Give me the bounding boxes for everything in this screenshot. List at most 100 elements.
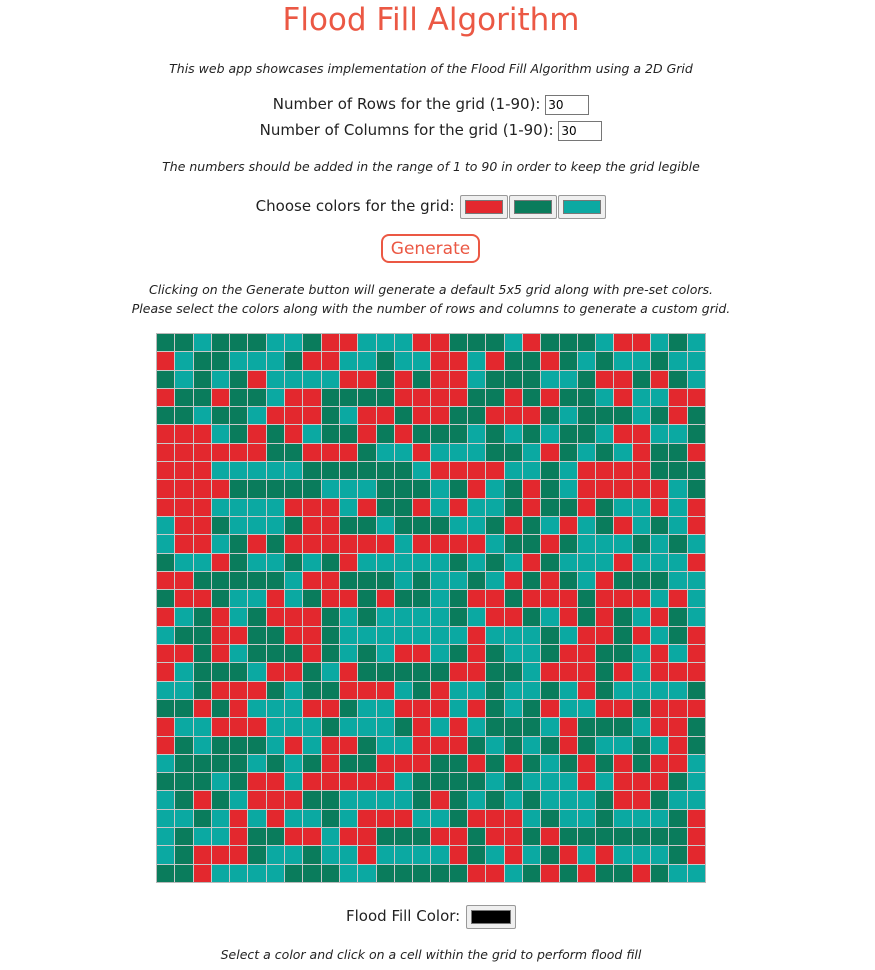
grid-cell[interactable]	[468, 626, 486, 645]
grid-cell[interactable]	[468, 370, 486, 388]
grid-cell[interactable]	[559, 791, 577, 809]
grid-cell[interactable]	[431, 791, 449, 809]
grid-cell[interactable]	[248, 809, 266, 828]
grid-cell[interactable]	[431, 828, 449, 846]
grid-cell[interactable]	[522, 864, 541, 882]
grid-cell[interactable]	[157, 864, 175, 882]
grid-cell[interactable]	[559, 626, 577, 645]
grid-cell[interactable]	[266, 791, 285, 809]
grid-cell[interactable]	[175, 626, 193, 645]
grid-cell[interactable]	[596, 791, 614, 809]
grid-cell[interactable]	[358, 571, 376, 590]
grid-cell[interactable]	[577, 645, 596, 663]
grid-cell[interactable]	[486, 846, 504, 864]
grid-cell[interactable]	[632, 590, 651, 608]
grid-cell[interactable]	[303, 626, 321, 645]
grid-cell[interactable]	[669, 480, 687, 498]
grid-cell[interactable]	[431, 425, 449, 443]
grid-cell[interactable]	[211, 370, 230, 388]
grid-cell[interactable]	[358, 462, 376, 480]
grid-cell[interactable]	[339, 846, 358, 864]
grid-cell[interactable]	[358, 388, 376, 407]
grid-cell[interactable]	[303, 773, 321, 791]
grid-cell[interactable]	[541, 352, 559, 370]
grid-cell[interactable]	[193, 498, 211, 516]
grid-cell[interactable]	[486, 352, 504, 370]
grid-cell[interactable]	[157, 791, 175, 809]
grid-cell[interactable]	[449, 846, 468, 864]
grid-cell[interactable]	[504, 480, 522, 498]
grid-cell[interactable]	[211, 663, 230, 681]
grid-cell[interactable]	[157, 516, 175, 535]
grid-cell[interactable]	[339, 352, 358, 370]
grid-cell[interactable]	[577, 388, 596, 407]
grid-cell[interactable]	[321, 663, 339, 681]
grid-cell[interactable]	[157, 553, 175, 571]
grid-cell[interactable]	[614, 334, 632, 352]
grid-cell[interactable]	[339, 828, 358, 846]
grid-cell[interactable]	[669, 718, 687, 736]
grid-cell[interactable]	[376, 828, 394, 846]
grid-cell[interactable]	[486, 699, 504, 718]
grid-cell[interactable]	[687, 663, 705, 681]
grid-cell[interactable]	[632, 718, 651, 736]
grid-cell[interactable]	[339, 425, 358, 443]
grid-cell[interactable]	[321, 553, 339, 571]
grid-cell[interactable]	[303, 480, 321, 498]
grid-cell[interactable]	[431, 498, 449, 516]
grid-cell[interactable]	[486, 370, 504, 388]
grid-cell[interactable]	[504, 425, 522, 443]
grid-cell[interactable]	[614, 645, 632, 663]
grid-cell[interactable]	[175, 535, 193, 553]
grid-cell[interactable]	[193, 754, 211, 773]
grid-cell[interactable]	[157, 736, 175, 754]
grid-cell[interactable]	[687, 535, 705, 553]
grid-cell[interactable]	[522, 352, 541, 370]
grid-cell[interactable]	[669, 590, 687, 608]
grid-cell[interactable]	[230, 718, 248, 736]
grid-cell[interactable]	[504, 864, 522, 882]
grid-cell[interactable]	[157, 663, 175, 681]
grid-cell[interactable]	[211, 626, 230, 645]
grid-cell[interactable]	[358, 645, 376, 663]
grid-cell[interactable]	[431, 516, 449, 535]
grid-cell[interactable]	[504, 462, 522, 480]
grid-cell[interactable]	[651, 773, 669, 791]
grid-cell[interactable]	[303, 809, 321, 828]
grid-cell[interactable]	[632, 516, 651, 535]
grid-cell[interactable]	[651, 498, 669, 516]
grid-cell[interactable]	[266, 773, 285, 791]
grid-cell[interactable]	[504, 516, 522, 535]
grid-cell[interactable]	[596, 462, 614, 480]
grid-cell[interactable]	[394, 736, 413, 754]
grid-cell[interactable]	[596, 553, 614, 571]
grid-cell[interactable]	[230, 352, 248, 370]
grid-cell[interactable]	[449, 663, 468, 681]
grid-cell[interactable]	[614, 535, 632, 553]
grid-cell[interactable]	[175, 370, 193, 388]
grid-cell[interactable]	[376, 571, 394, 590]
grid-cell[interactable]	[285, 809, 303, 828]
grid-cell[interactable]	[303, 334, 321, 352]
grid-cell[interactable]	[486, 864, 504, 882]
grid-cell[interactable]	[266, 334, 285, 352]
grid-cell[interactable]	[211, 828, 230, 846]
grid-cell[interactable]	[193, 663, 211, 681]
grid-cell[interactable]	[230, 571, 248, 590]
grid-cell[interactable]	[285, 590, 303, 608]
grid-cell[interactable]	[358, 407, 376, 425]
grid-cell[interactable]	[230, 425, 248, 443]
grid-cell[interactable]	[157, 407, 175, 425]
grid-cell[interactable]	[321, 480, 339, 498]
grid-cell[interactable]	[303, 791, 321, 809]
grid-cell[interactable]	[394, 681, 413, 699]
grid-cell[interactable]	[486, 754, 504, 773]
grid-cell[interactable]	[651, 864, 669, 882]
grid-cell[interactable]	[285, 443, 303, 462]
grid-cell[interactable]	[614, 498, 632, 516]
grid-cell[interactable]	[541, 535, 559, 553]
grid-cell[interactable]	[266, 828, 285, 846]
grid-cell[interactable]	[394, 645, 413, 663]
grid-cell[interactable]	[266, 535, 285, 553]
grid-cell[interactable]	[651, 645, 669, 663]
